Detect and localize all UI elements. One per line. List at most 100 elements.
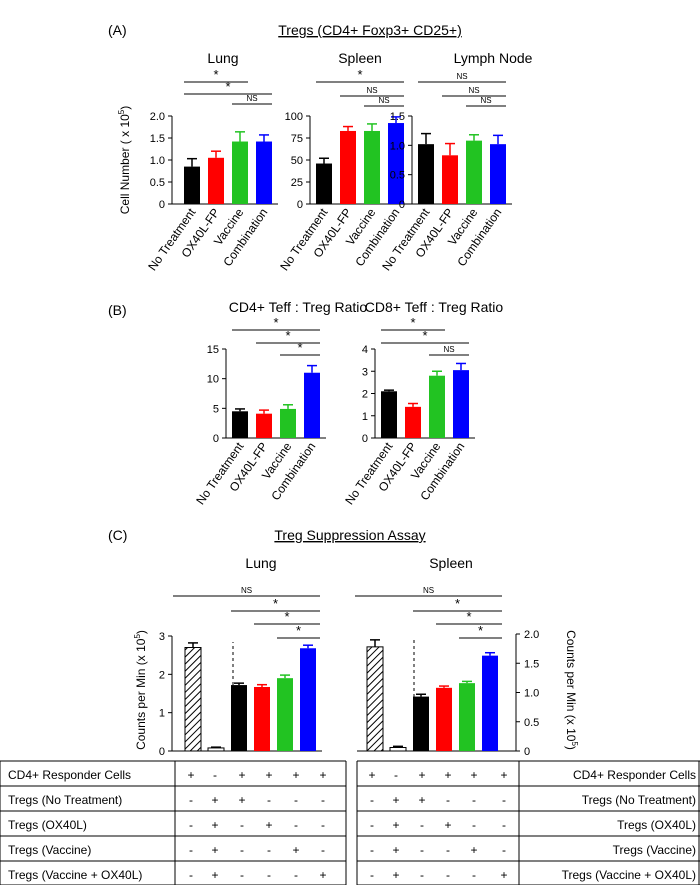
table-cell: + <box>211 818 218 832</box>
table-cell: - <box>472 868 476 882</box>
table-cell: - <box>189 818 193 832</box>
table-cell: - <box>446 793 450 807</box>
significance-label: * <box>422 328 427 343</box>
bar <box>436 687 452 751</box>
significance-label: * <box>273 596 278 611</box>
y-tick-label: 100 <box>285 111 303 123</box>
bar <box>388 123 404 204</box>
table-row-label: Tregs (OX40L) <box>8 818 87 832</box>
y-tick-label: 10 <box>207 374 219 386</box>
significance-label: NS <box>468 86 479 95</box>
table-cell: + <box>500 768 507 782</box>
y-tick-label: 2 <box>159 669 165 681</box>
bar <box>366 646 384 752</box>
table-row-label: Tregs (Vaccine) <box>8 843 91 857</box>
table-row-label: CD4+ Responder Cells <box>573 768 696 782</box>
chart-title: Spleen <box>338 50 382 66</box>
table-cell: - <box>370 793 374 807</box>
bar <box>208 157 224 204</box>
y-tick-label: 0 <box>297 199 303 211</box>
y-tick-label: 50 <box>291 155 303 167</box>
significance-label: * <box>297 340 302 355</box>
significance-label: NS <box>480 96 491 105</box>
panel-c-ylabel-right: Counts per Min (x 105) <box>564 630 579 750</box>
table-cell: - <box>370 843 374 857</box>
significance-label: NS <box>378 96 389 105</box>
table-cell: + <box>211 793 218 807</box>
bar <box>364 130 380 204</box>
bar <box>184 647 202 752</box>
table-cell: - <box>213 768 217 782</box>
panel-c-ylabel-left: Counts per Min (x 105) <box>133 630 148 750</box>
bar <box>304 372 320 438</box>
bar <box>381 391 397 438</box>
condition-table: CD4+ Responder Cells + - + + + + Tregs (No Trea… <box>0 760 346 885</box>
bar <box>413 696 429 751</box>
bar <box>280 408 296 438</box>
bar <box>256 141 272 204</box>
significance-label: NS <box>423 586 434 595</box>
significance-label: NS <box>241 586 252 595</box>
table-cell: - <box>446 868 450 882</box>
significance-label: NS <box>456 72 467 81</box>
table-cell: - <box>240 868 244 882</box>
y-tick-label: 0 <box>399 199 405 211</box>
table-cell: - <box>420 818 424 832</box>
table-cell: + <box>265 768 272 782</box>
panel-c-label: (C) <box>108 527 127 543</box>
y-tick-label: 2 <box>362 389 368 401</box>
table-cell: - <box>189 793 193 807</box>
chart-title: Lung <box>245 555 276 571</box>
table-cell: + <box>392 818 399 832</box>
bar <box>316 163 332 204</box>
y-tick-label: 1.5 <box>524 658 539 670</box>
table-cell: - <box>189 843 193 857</box>
bar <box>466 140 482 204</box>
table-cell: + <box>292 768 299 782</box>
y-tick-label: 5 <box>213 403 219 415</box>
table-cell: - <box>502 793 506 807</box>
table-cell: + <box>238 793 245 807</box>
bar <box>232 411 248 438</box>
table-cell: - <box>189 868 193 882</box>
y-tick-label: 0 <box>159 199 165 211</box>
chart-c_spleen: Spleen 0 0.5 1.0 1.5 2.0 NS * * * <box>355 555 539 758</box>
table-cell: + <box>187 768 194 782</box>
significance-label: * <box>296 623 301 638</box>
panel-c-title: Treg Suppression Assay <box>274 527 425 543</box>
table-cell: + <box>418 768 425 782</box>
y-tick-label: 1.5 <box>150 133 165 145</box>
tables-layer: CD4+ Responder Cells + - + + + + Tregs (No Trea… <box>0 760 700 885</box>
bar <box>207 747 225 752</box>
chart-title: Lung <box>207 50 238 66</box>
table-cell: - <box>446 843 450 857</box>
table-cell: + <box>500 868 507 882</box>
bar <box>232 141 248 204</box>
bar <box>405 406 421 438</box>
chart-c_lung: Lung 0 1 2 3 NS * * * <box>159 555 322 758</box>
table-cell: - <box>370 818 374 832</box>
significance-label: * <box>285 328 290 343</box>
y-tick-label: 1 <box>362 411 368 423</box>
y-tick-label: 1 <box>159 708 165 720</box>
table-cell: + <box>265 818 272 832</box>
table-cell: + <box>392 868 399 882</box>
table-cell: - <box>502 818 506 832</box>
significance-label: NS <box>246 94 257 103</box>
bar <box>482 655 498 751</box>
table-row-label: CD4+ Responder Cells <box>8 768 131 782</box>
table-cell: + <box>392 793 399 807</box>
table-cell: + <box>444 818 451 832</box>
table-cell: + <box>211 843 218 857</box>
chart-title: Spleen <box>429 555 473 571</box>
bar <box>453 370 469 438</box>
y-tick-label: 1.0 <box>390 140 405 152</box>
y-tick-label: 0.5 <box>390 170 405 182</box>
bar <box>184 166 200 204</box>
y-tick-label: 0.5 <box>150 177 165 189</box>
